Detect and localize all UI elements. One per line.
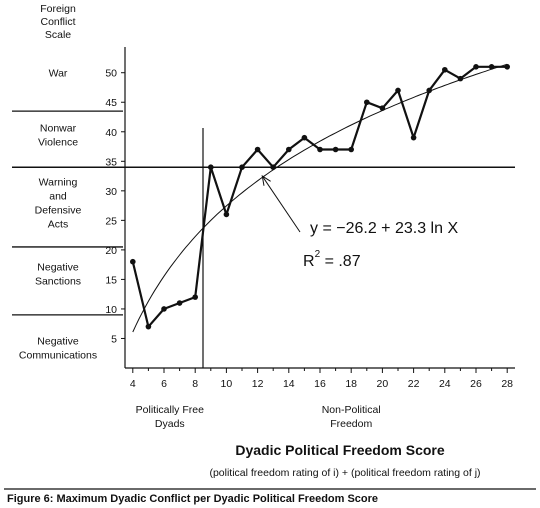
group-label-line: Non-Political [322, 404, 381, 416]
y-tick-label: 20 [105, 245, 117, 257]
max-conflict-line [131, 65, 508, 328]
x-axis-labels: Dyadic Political Freedom Score (politica… [136, 404, 481, 479]
y-tick-label: 25 [105, 215, 117, 227]
data-series-layer [130, 64, 511, 330]
y-tick-label: 5 [111, 333, 117, 345]
band-boundaries [12, 110, 515, 368]
band-label-line: Sanctions [35, 276, 81, 288]
fitted-curve-layer [132, 63, 508, 333]
band-label-line: Warning [39, 177, 78, 189]
data-point [145, 323, 152, 330]
x-tick-label: 6 [161, 378, 167, 390]
annotations: y = −26.2 + 23.3 ln X R2 = .87 [261, 175, 458, 270]
y-tick-label: 30 [105, 186, 117, 198]
y-tick-label: 10 [105, 304, 117, 316]
data-point [457, 75, 464, 82]
data-point [270, 164, 277, 171]
data-point [442, 66, 448, 73]
band-label-line: Acts [48, 219, 68, 231]
x-tick-label: 20 [377, 378, 389, 390]
band-label-line: and [49, 191, 67, 203]
group-label-line: Freedom [330, 418, 372, 430]
equation-arrow-line [261, 175, 301, 233]
r-squared-label: R2 = .87 [303, 249, 361, 270]
group-label-line: Dyads [155, 418, 185, 430]
x-tick-label: 24 [439, 378, 451, 390]
y-axis-title-line: Foreign [40, 3, 76, 15]
data-point [208, 164, 214, 171]
data-point [176, 300, 183, 306]
x-tick-label: 14 [283, 378, 295, 390]
equation-arrow-head [261, 175, 271, 186]
y-tick-label: 40 [105, 127, 117, 139]
y-tick-label: 15 [105, 274, 117, 286]
data-point [379, 105, 386, 111]
data-point [504, 64, 511, 70]
data-point [161, 306, 167, 312]
y-tick-label: 35 [105, 156, 117, 168]
y-axis-title-line: Scale [45, 29, 71, 41]
band-labels: War Nonwar Violence Warning and Defensive Acts… [19, 68, 97, 362]
data-point [395, 87, 401, 94]
y-tick-label: 45 [105, 97, 117, 109]
x-tick-label: 18 [345, 378, 357, 390]
data-point [473, 64, 479, 70]
x-tick-label: 12 [252, 378, 264, 390]
data-point [254, 146, 261, 153]
band-label-line: Negative [37, 335, 79, 347]
data-point [239, 164, 245, 171]
fitted-log-curve [132, 63, 508, 333]
data-point [192, 294, 198, 300]
data-point [317, 146, 323, 153]
band-label-line: Defensive [35, 205, 82, 217]
x-tick-label: 4 [130, 378, 136, 390]
band-label-line: Communications [19, 349, 97, 361]
data-point [410, 134, 417, 141]
data-point [332, 146, 339, 153]
band-label-line: Nonwar [40, 123, 77, 135]
data-point [488, 64, 495, 70]
figure-caption: Figure 6: Maximum Dyadic Conflict per Dy… [7, 493, 378, 505]
axes: 5 10 15 20 25 30 35 40 45 50 4 6 8 10 12 14 16 18 20 22 24 26… [105, 47, 515, 390]
band-label-line: Violence [38, 137, 78, 149]
y-tick-label: 50 [105, 68, 117, 80]
group-label-line: Politically Free [136, 404, 204, 416]
data-point [223, 211, 230, 218]
data-point [348, 146, 355, 153]
x-axis-title: Dyadic Political Freedom Score [235, 442, 445, 458]
x-tick-label: 16 [314, 378, 326, 390]
data-point [301, 134, 308, 141]
x-tick-label: 8 [192, 378, 198, 390]
band-label-line: War [49, 68, 68, 80]
data-point [286, 146, 292, 153]
data-point [364, 99, 370, 106]
data-point [426, 87, 433, 94]
band-label-line: Negative [37, 262, 79, 274]
x-axis-subtitle: (political freedom rating of i) + (polit… [209, 467, 480, 479]
x-tick-label: 26 [470, 378, 482, 390]
x-tick-label: 10 [221, 378, 233, 390]
x-tick-label: 28 [501, 378, 513, 390]
equation-label: y = −26.2 + 23.3 ln X [310, 220, 458, 237]
data-point [130, 258, 136, 265]
x-tick-label: 22 [408, 378, 420, 390]
y-axis-title-line: Conflict [40, 16, 75, 28]
